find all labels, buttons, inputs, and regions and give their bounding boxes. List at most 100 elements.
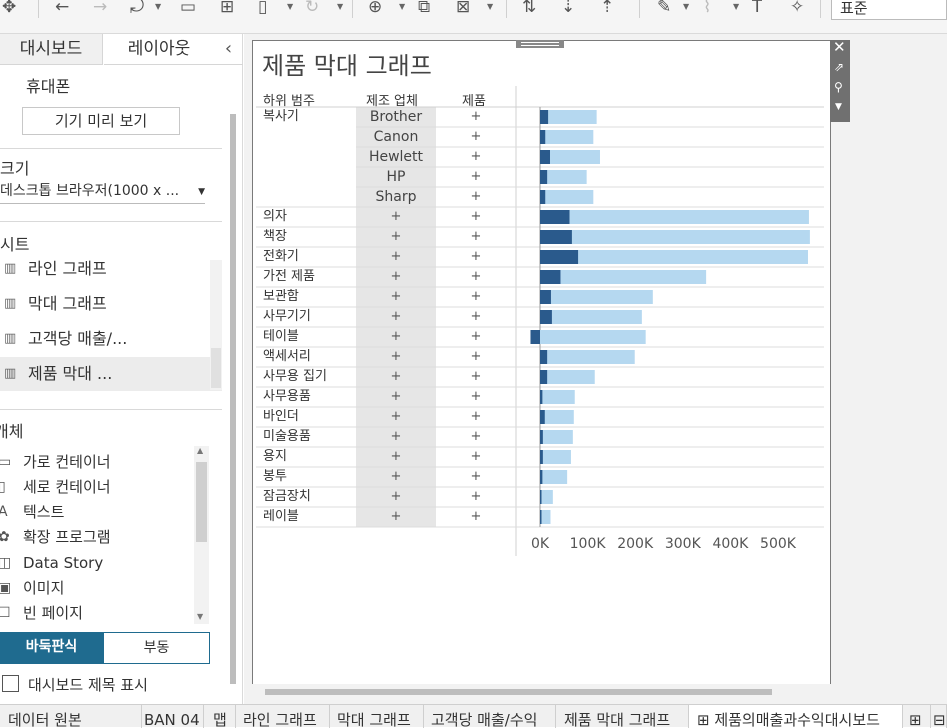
new-worksheet-icon[interactable]: ⊕: [368, 0, 383, 16]
expand-maker-button[interactable]: +: [390, 289, 402, 304]
object-item[interactable]: ▭ 가로 컨테이너: [0, 450, 205, 475]
sheet-item[interactable]: ▥ 고객당 매출/...: [0, 322, 222, 356]
expand-product-button[interactable]: +: [470, 429, 482, 444]
chevron-down-icon[interactable]: ▼: [399, 2, 406, 11]
sort-descending-icon[interactable]: ⇡: [600, 0, 615, 16]
expand-product-button[interactable]: +: [470, 409, 482, 424]
expand-maker-button[interactable]: +: [390, 489, 402, 504]
expand-maker-button[interactable]: +: [390, 369, 402, 384]
collapse-panel-icon[interactable]: ‹: [214, 34, 243, 65]
attach-icon[interactable]: ⌇: [703, 0, 712, 16]
expand-maker-button[interactable]: +: [390, 429, 402, 444]
expand-product-button[interactable]: +: [470, 209, 482, 224]
swap-icon[interactable]: ⇅: [522, 0, 537, 16]
duplicate-icon[interactable]: ⧉: [418, 0, 431, 16]
clear-icon[interactable]: ⊠: [456, 0, 471, 16]
expand-product-button[interactable]: +: [470, 309, 482, 324]
expand-product-button[interactable]: +: [470, 489, 482, 504]
canvas-scrollbar[interactable]: [244, 684, 947, 704]
pin-icon[interactable]: ✧: [790, 0, 805, 16]
standard-select[interactable]: 표준: [831, 0, 947, 20]
expand-product-button[interactable]: +: [470, 449, 482, 464]
chevron-down-icon[interactable]: ▼: [733, 2, 740, 11]
chevron-down-icon[interactable]: ▼: [287, 2, 294, 11]
expand-maker-button[interactable]: +: [390, 469, 402, 484]
scrollbar-thumb[interactable]: [196, 462, 207, 542]
tab-data-source[interactable]: 데이터 원본: [0, 705, 142, 728]
expand-product-button[interactable]: +: [470, 129, 482, 144]
sheet-tab[interactable]: 막대 그래프: [330, 705, 424, 728]
sheet-tab[interactable]: 맵: [204, 705, 236, 728]
sheet-item-selected[interactable]: ▥ 제품 막대 ...: [0, 357, 222, 391]
expand-maker-button[interactable]: +: [390, 329, 402, 344]
connect-icon[interactable]: ⤾: [130, 0, 145, 16]
scroll-down-icon[interactable]: ▼: [197, 612, 204, 621]
object-item[interactable]: A 텍스트: [0, 500, 205, 525]
chevron-down-icon[interactable]: ▼: [683, 2, 690, 11]
sheet-item[interactable]: ▥ 막대 그래프: [0, 287, 222, 321]
expand-product-button[interactable]: +: [470, 249, 482, 264]
object-item[interactable]: ✿ 확장 프로그램: [0, 525, 205, 550]
sheet-tab[interactable]: 라인 그래프: [236, 705, 330, 728]
expand-maker-button[interactable]: +: [390, 309, 402, 324]
sheet-tab[interactable]: 제품 막대 그래프: [556, 705, 689, 728]
sheet-tab[interactable]: BAN 04: [142, 705, 204, 728]
expand-maker-button[interactable]: +: [390, 389, 402, 404]
tiled-button[interactable]: 바둑판식: [0, 632, 103, 664]
expand-product-button[interactable]: +: [470, 289, 482, 304]
sidebar-scrollbar[interactable]: [230, 114, 236, 684]
tab-active-dashboard[interactable]: ⊞ 제품의매출과수익대시보드: [689, 705, 903, 728]
new-sheet-icon[interactable]: ⊞: [220, 0, 235, 16]
show-title-checkbox[interactable]: [2, 675, 19, 692]
new-dashboard-tab-icon[interactable]: ⊞: [903, 705, 931, 728]
expand-maker-button[interactable]: +: [390, 409, 402, 424]
expand-product-button[interactable]: +: [470, 109, 482, 124]
tab-layout[interactable]: 레이아웃: [104, 34, 214, 65]
scrollbar-thumb[interactable]: [265, 689, 772, 695]
chevron-down-icon[interactable]: ▼: [337, 2, 344, 11]
expand-product-button[interactable]: +: [470, 389, 482, 404]
open-external-icon[interactable]: ⇗: [834, 60, 845, 74]
device-preview-button[interactable]: 기기 미리 보기: [22, 107, 180, 135]
pin-icon[interactable]: ⚲: [834, 80, 843, 94]
object-item[interactable]: ◫ Data Story: [0, 551, 205, 576]
expand-product-button[interactable]: +: [470, 169, 482, 184]
scrollbar-thumb[interactable]: [211, 348, 221, 388]
expand-maker-button[interactable]: +: [390, 269, 402, 284]
drag-handle[interactable]: [516, 40, 564, 48]
scroll-up-icon[interactable]: ▲: [197, 446, 204, 455]
expand-product-button[interactable]: +: [470, 469, 482, 484]
expand-maker-button[interactable]: +: [390, 509, 402, 524]
expand-maker-button[interactable]: +: [390, 349, 402, 364]
forward-icon[interactable]: →: [93, 0, 108, 16]
expand-product-button[interactable]: +: [470, 509, 482, 524]
expand-product-button[interactable]: +: [470, 149, 482, 164]
expand-maker-button[interactable]: +: [390, 249, 402, 264]
sort-ascending-icon[interactable]: ⇣: [561, 0, 576, 16]
highlight-icon[interactable]: ✎: [657, 0, 672, 16]
expand-product-button[interactable]: +: [470, 369, 482, 384]
sheet-tab[interactable]: 고객당 매출/수익: [424, 705, 556, 728]
chevron-down-icon[interactable]: ▼: [155, 2, 162, 11]
new-story-tab-icon[interactable]: ⊟: [931, 705, 947, 728]
object-item[interactable]: ▣ 이미지: [0, 576, 205, 601]
text-icon[interactable]: T: [752, 0, 763, 16]
expand-product-button[interactable]: +: [470, 349, 482, 364]
object-item[interactable]: ☐ 빈 페이지: [0, 601, 205, 626]
dashboard-sheet[interactable]: [252, 40, 831, 690]
new-dashboard-icon[interactable]: ▯: [258, 0, 268, 16]
sheet-item[interactable]: ▥ 라인 그래프: [0, 252, 222, 286]
size-select[interactable]: 데스크톱 브라우저(1000 x ... ▼: [0, 180, 205, 204]
floating-button[interactable]: 부동: [103, 632, 210, 664]
sheets-scrollbar[interactable]: [210, 260, 222, 390]
expand-maker-button[interactable]: +: [390, 449, 402, 464]
close-icon[interactable]: ✕: [833, 38, 846, 56]
objects-scrollbar[interactable]: ▲ ▼: [194, 446, 209, 624]
expand-product-button[interactable]: +: [470, 329, 482, 344]
back-icon[interactable]: ←: [55, 0, 70, 16]
expand-product-button[interactable]: +: [470, 189, 482, 204]
move-icon[interactable]: ✥: [2, 0, 17, 16]
object-item[interactable]: ▯ 세로 컨테이너: [0, 475, 205, 500]
expand-product-button[interactable]: +: [470, 269, 482, 284]
tab-dashboard[interactable]: 대시보드: [0, 34, 103, 65]
